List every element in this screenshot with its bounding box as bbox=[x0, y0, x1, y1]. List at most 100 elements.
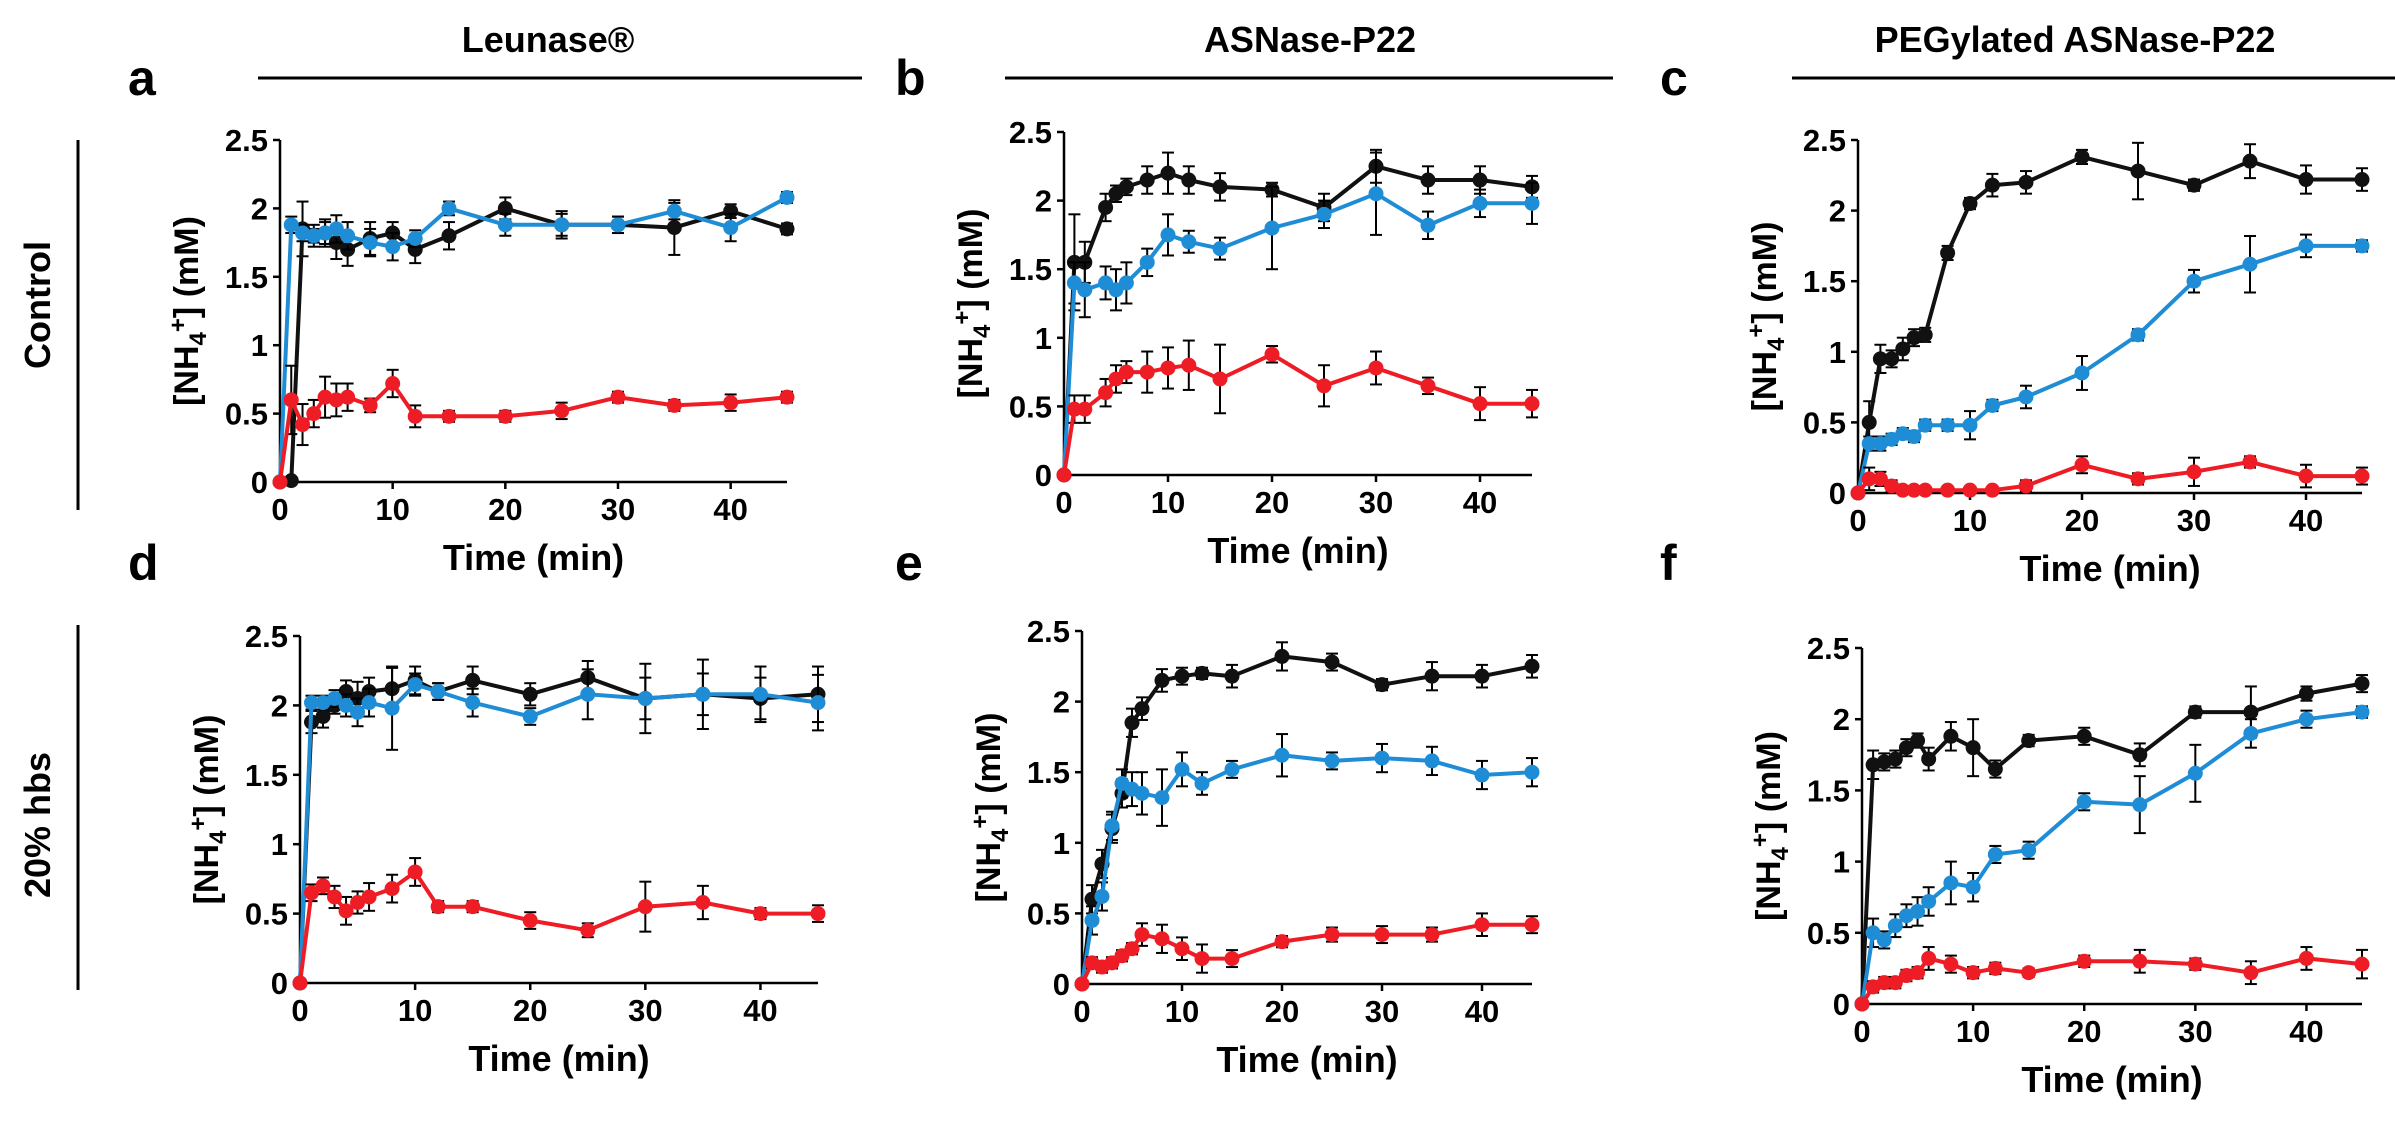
data-point bbox=[752, 906, 768, 922]
x-tick-label: 40 bbox=[2289, 1014, 2323, 1049]
x-tick-label: 20 bbox=[1255, 485, 1289, 520]
y-tick-label: 1.5 bbox=[1807, 773, 1850, 808]
data-point bbox=[1524, 658, 1540, 674]
data-point bbox=[2242, 454, 2258, 470]
column-header-pegylated: PEGylated ASNase-P22 bbox=[1875, 19, 2276, 60]
data-point bbox=[1181, 357, 1197, 373]
data-point bbox=[2076, 794, 2092, 810]
y-tick-label: 2.5 bbox=[1807, 631, 1850, 666]
y-tick-label: 2.5 bbox=[1027, 614, 1070, 649]
data-point bbox=[2132, 953, 2148, 969]
y-tick-label: 2 bbox=[1035, 184, 1052, 219]
data-point bbox=[407, 864, 423, 880]
series-line bbox=[279, 206, 788, 484]
x-tick-label: 30 bbox=[601, 492, 635, 527]
data-point bbox=[580, 686, 596, 702]
data-point bbox=[1850, 485, 1866, 501]
data-point bbox=[1895, 426, 1911, 442]
y-axis-title: [NH4+] (mM) bbox=[949, 209, 996, 399]
series-black bbox=[1056, 148, 1540, 483]
data-point bbox=[2298, 172, 2314, 188]
data-point bbox=[1374, 750, 1390, 766]
series-blue bbox=[1056, 151, 1540, 483]
data-point bbox=[1887, 975, 1903, 991]
data-point bbox=[1212, 371, 1228, 387]
data-point bbox=[1872, 471, 1888, 487]
data-point bbox=[1160, 165, 1176, 181]
data-point bbox=[327, 889, 343, 905]
data-point bbox=[1374, 677, 1390, 693]
data-point bbox=[1077, 282, 1093, 298]
x-tick-label: 0 bbox=[1849, 503, 1866, 538]
panel-letter: c bbox=[1660, 50, 1688, 106]
y-tick-label: 1 bbox=[1829, 335, 1846, 370]
data-point bbox=[2354, 704, 2370, 720]
series-red bbox=[272, 364, 795, 490]
data-point bbox=[695, 894, 711, 910]
data-point bbox=[522, 913, 538, 929]
series-line bbox=[1080, 922, 1532, 985]
x-tick-label: 10 bbox=[1953, 503, 1987, 538]
data-point bbox=[1876, 932, 1892, 948]
y-tick-label: 1 bbox=[251, 328, 268, 363]
data-point bbox=[2242, 256, 2258, 272]
series-red bbox=[1850, 454, 2370, 501]
data-point bbox=[1194, 775, 1210, 791]
data-point bbox=[362, 235, 378, 251]
data-point bbox=[2243, 725, 2259, 741]
y-tick-label: 1.5 bbox=[1803, 264, 1846, 299]
series-black bbox=[292, 659, 826, 991]
data-point bbox=[465, 672, 481, 688]
data-point bbox=[407, 408, 423, 424]
data-point bbox=[430, 684, 446, 700]
data-point bbox=[1943, 956, 1959, 972]
data-point bbox=[1474, 668, 1490, 684]
x-tick-label: 30 bbox=[1359, 485, 1393, 520]
data-point bbox=[2074, 149, 2090, 165]
y-tick-label: 0 bbox=[1833, 987, 1850, 1022]
data-point bbox=[1194, 665, 1210, 681]
data-point bbox=[1906, 330, 1922, 346]
y-tick-label: 1 bbox=[271, 827, 288, 862]
data-point bbox=[1917, 482, 1933, 498]
data-point bbox=[1872, 351, 1888, 367]
y-axis-title: [NH4+] (mM) bbox=[1747, 731, 1794, 921]
data-point bbox=[666, 203, 682, 219]
data-point bbox=[1917, 417, 1933, 433]
data-point bbox=[1066, 401, 1082, 417]
data-point bbox=[1098, 199, 1114, 215]
y-tick-label: 1.5 bbox=[225, 260, 268, 295]
data-point bbox=[1420, 172, 1436, 188]
y-tick-label: 0.5 bbox=[1009, 389, 1052, 424]
data-point bbox=[407, 230, 423, 246]
panel-letter: f bbox=[1660, 535, 1677, 591]
data-point bbox=[2018, 478, 2034, 494]
data-point bbox=[1854, 996, 1870, 1012]
data-point bbox=[350, 704, 366, 720]
data-point bbox=[1194, 951, 1210, 967]
data-point bbox=[2021, 965, 2037, 981]
data-point bbox=[723, 220, 739, 236]
data-point bbox=[695, 686, 711, 702]
data-point bbox=[315, 709, 331, 725]
data-point bbox=[1861, 471, 1877, 487]
data-point bbox=[1962, 482, 1978, 498]
data-point bbox=[338, 903, 354, 919]
column-header-asnase-p22: ASNase-P22 bbox=[1204, 19, 1416, 60]
data-point bbox=[1224, 951, 1240, 967]
data-point bbox=[610, 389, 626, 405]
data-point bbox=[1224, 668, 1240, 684]
data-point bbox=[1368, 360, 1384, 376]
y-tick-label: 0.5 bbox=[1803, 405, 1846, 440]
data-point bbox=[283, 392, 299, 408]
series-line bbox=[298, 682, 819, 984]
data-point bbox=[637, 899, 653, 915]
y-axis-title: [NH4+] (mM) bbox=[967, 713, 1014, 903]
y-tick-label: 1 bbox=[1035, 321, 1052, 356]
data-point bbox=[1104, 818, 1120, 834]
data-point bbox=[2298, 711, 2314, 727]
data-point bbox=[2354, 172, 2370, 188]
data-point bbox=[1424, 927, 1440, 943]
x-tick-label: 40 bbox=[743, 993, 777, 1028]
